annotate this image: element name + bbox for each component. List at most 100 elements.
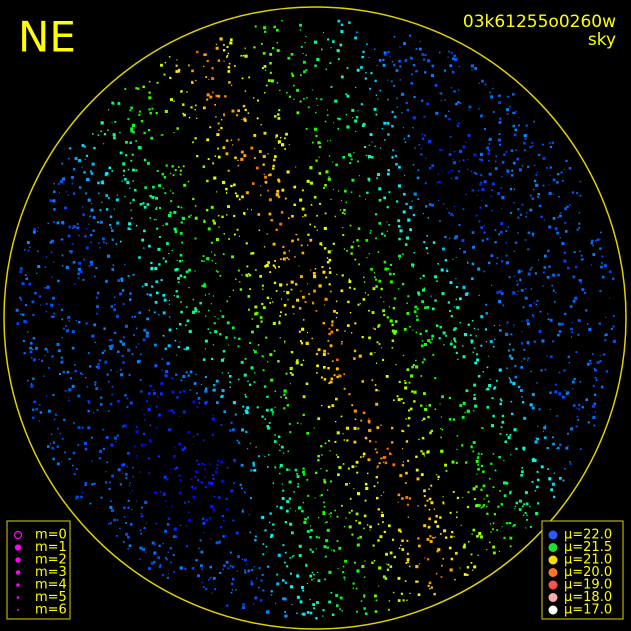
- star: [492, 453, 495, 455]
- star: [176, 295, 179, 298]
- star: [60, 356, 63, 359]
- star: [205, 208, 209, 212]
- star: [32, 230, 36, 234]
- star: [182, 375, 186, 379]
- star: [527, 248, 530, 251]
- star: [442, 150, 444, 151]
- star: [298, 265, 300, 267]
- star: [311, 571, 314, 574]
- star: [171, 212, 173, 214]
- star: [68, 399, 70, 402]
- star: [382, 456, 386, 459]
- star: [565, 159, 568, 162]
- star: [289, 557, 292, 559]
- star: [330, 592, 333, 594]
- star: [164, 347, 167, 350]
- star: [340, 343, 343, 345]
- star: [417, 580, 419, 583]
- star: [230, 139, 233, 141]
- star: [486, 549, 488, 551]
- star: [225, 152, 228, 155]
- star: [448, 118, 451, 121]
- star: [144, 500, 148, 504]
- star: [265, 408, 269, 412]
- star: [302, 359, 305, 361]
- star: [336, 273, 338, 275]
- star: [543, 219, 545, 221]
- star: [526, 514, 528, 516]
- star: [114, 296, 116, 298]
- star: [188, 268, 191, 272]
- star: [468, 109, 470, 111]
- star: [452, 215, 454, 217]
- star: [404, 482, 407, 484]
- star: [217, 459, 220, 462]
- star: [219, 37, 223, 41]
- star: [411, 263, 414, 267]
- star: [236, 439, 239, 442]
- star: [237, 345, 240, 348]
- star: [244, 357, 247, 360]
- star: [65, 191, 68, 193]
- star: [492, 414, 495, 418]
- star: [562, 479, 565, 482]
- star: [293, 313, 295, 315]
- star: [100, 496, 103, 499]
- star: [443, 203, 445, 205]
- star: [216, 191, 218, 193]
- star: [531, 393, 535, 397]
- star: [146, 293, 149, 296]
- star: [219, 333, 222, 336]
- star: [400, 92, 405, 96]
- star: [496, 291, 499, 294]
- star: [223, 113, 225, 116]
- star: [356, 543, 360, 547]
- star: [53, 312, 56, 315]
- star: [253, 603, 255, 605]
- star: [228, 81, 231, 84]
- star: [105, 208, 109, 211]
- star: [251, 252, 255, 255]
- star: [455, 256, 457, 258]
- star: [441, 428, 444, 431]
- star: [426, 306, 430, 309]
- star: [192, 495, 196, 499]
- star: [315, 471, 318, 474]
- star: [77, 277, 80, 280]
- star: [557, 333, 560, 337]
- star: [512, 111, 515, 114]
- star: [348, 278, 351, 281]
- star: [216, 467, 218, 470]
- star: [99, 220, 103, 224]
- star: [44, 347, 48, 351]
- star: [103, 241, 105, 244]
- star: [516, 280, 518, 282]
- star: [428, 497, 432, 501]
- star: [358, 263, 360, 266]
- star: [441, 564, 443, 567]
- brightness-marker: [548, 605, 558, 615]
- star: [200, 383, 202, 385]
- star: [260, 185, 262, 187]
- star: [24, 274, 27, 276]
- star: [234, 156, 237, 160]
- star: [259, 316, 263, 319]
- star: [393, 399, 395, 402]
- star: [133, 334, 135, 336]
- star: [336, 515, 339, 518]
- star: [393, 555, 396, 559]
- star: [194, 109, 196, 111]
- star: [523, 348, 526, 351]
- star: [337, 19, 341, 23]
- star: [132, 168, 135, 172]
- star: [378, 279, 382, 283]
- star: [87, 352, 90, 355]
- star: [437, 478, 439, 481]
- star: [453, 345, 457, 349]
- star: [288, 469, 291, 471]
- star: [248, 308, 250, 311]
- star: [463, 573, 467, 576]
- star: [196, 117, 198, 119]
- star: [135, 87, 138, 90]
- star: [467, 323, 470, 326]
